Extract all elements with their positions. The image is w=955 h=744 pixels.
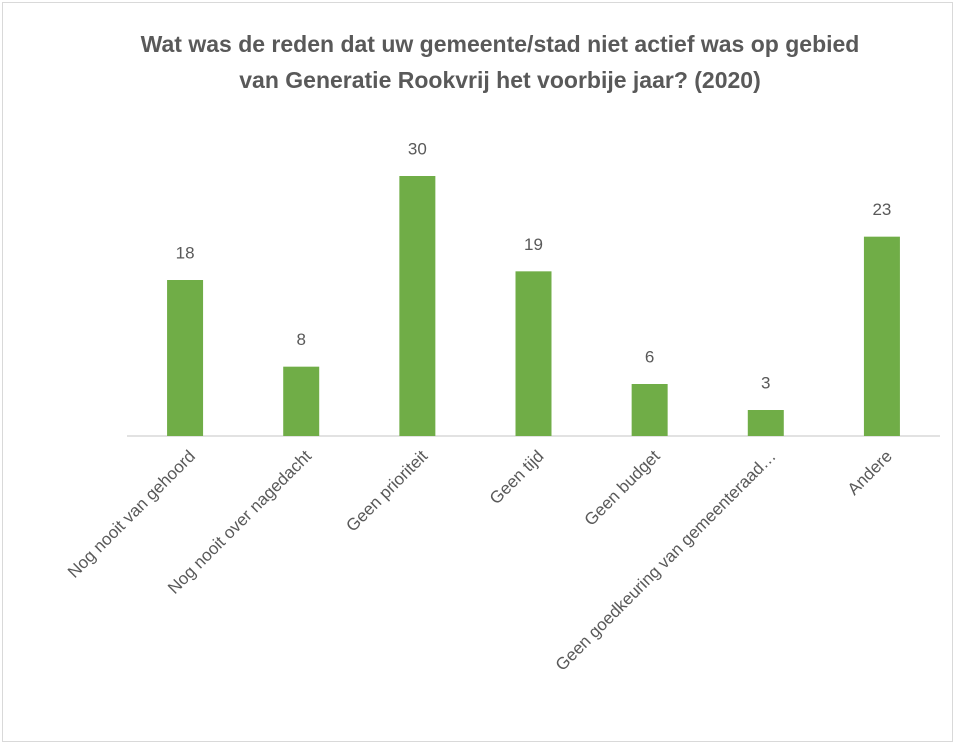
x-tick-label: Geen goedkeuring van gemeenteraad… [552,447,780,675]
bar [399,176,436,436]
x-tick-label: Geen tijd [486,447,548,509]
data-label: 18 [176,243,195,262]
data-label: 6 [645,347,654,366]
bar [515,271,552,436]
bar [283,366,320,436]
x-tick-label: Andere [844,447,896,499]
chart-title: Wat was de reden dat uw gemeente/stad ni… [140,31,860,93]
data-label: 23 [872,200,891,219]
data-label: 30 [408,139,427,158]
x-tick-label: Geen prioriteit [342,446,431,535]
bar [167,280,204,436]
data-label: 8 [296,330,305,349]
x-tick-label: Geen budget [581,446,664,529]
data-label: 3 [761,373,770,392]
bar [863,236,900,436]
data-label: 19 [524,235,543,254]
bar [631,384,668,436]
x-tick-label: Nog nooit van gehoord [64,447,199,582]
bar [747,410,784,436]
